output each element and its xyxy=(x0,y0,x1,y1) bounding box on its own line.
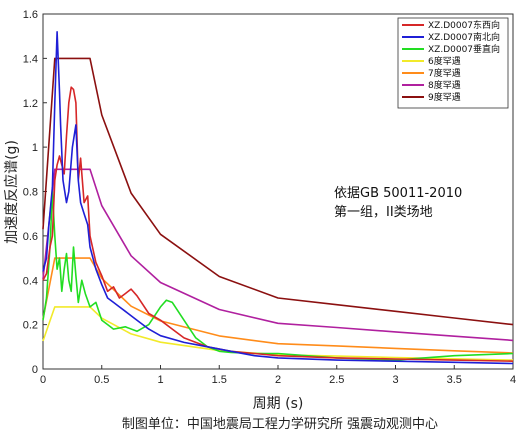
y-axis-label: 加速度反应谱(g) xyxy=(3,140,20,244)
legend-label: 6度罕遇 xyxy=(428,55,461,67)
x-tick-label: 4 xyxy=(510,374,516,386)
legend-label: XZ.D0007南北向 xyxy=(428,31,500,43)
x-tick-label: 3 xyxy=(392,374,398,386)
legend-label: XZ.D0007垂直向 xyxy=(428,43,500,55)
y-tick-label: 0.6 xyxy=(23,231,38,243)
y-tick-label: 0 xyxy=(32,364,38,376)
y-tick-label: 1.4 xyxy=(23,53,38,65)
x-axis: 0 0.5 1 1.5 2 2.5 3 3.5 4 xyxy=(40,365,516,386)
series-line-3 xyxy=(42,190,514,361)
y-tick-label: 0.2 xyxy=(23,320,38,332)
x-tick-label: 1.5 xyxy=(212,374,227,386)
legend: XZ.D0007东西向XZ.D0007南北向XZ.D0007垂直向6度罕遇7度罕… xyxy=(397,17,509,109)
caption: 制图单位：中国地震局工程力学研究所 强震动观测中心 xyxy=(122,416,438,432)
y-tick-label: 1.2 xyxy=(23,98,38,110)
x-tick-label: 2.5 xyxy=(329,374,344,386)
x-tick-label: 2 xyxy=(275,374,281,386)
legend-label: 7度罕遇 xyxy=(428,67,461,79)
y-tick-label: 0.4 xyxy=(23,275,38,287)
series-layer xyxy=(42,30,514,365)
x-tick-label: 0.5 xyxy=(94,374,109,386)
x-tick-label: 3.5 xyxy=(447,374,462,386)
series-line-4 xyxy=(42,306,514,361)
x-axis-label: 周期 (s) xyxy=(253,396,304,412)
y-axis: 0 0.2 0.4 0.6 0.8 1 1.2 1.4 1.6 xyxy=(23,9,47,376)
annotation-site: 第一组，II类场地 xyxy=(334,205,433,220)
series-line-7 xyxy=(42,57,514,326)
x-tick-label: 1 xyxy=(157,374,163,386)
legend-label: 8度罕遇 xyxy=(428,79,461,91)
annotation-standard: 依据GB 50011-2010 xyxy=(334,186,462,201)
legend-box xyxy=(397,17,509,109)
series-line-6 xyxy=(42,168,514,342)
series-line-2 xyxy=(42,30,514,365)
legend-label: 9度罕遇 xyxy=(428,91,461,103)
legend-label: XZ.D0007东西向 xyxy=(428,19,500,31)
y-tick-label: 0.8 xyxy=(23,187,38,199)
y-tick-label: 1.6 xyxy=(23,9,38,21)
x-tick-label: 0 xyxy=(40,374,46,386)
y-tick-label: 1 xyxy=(32,142,38,154)
